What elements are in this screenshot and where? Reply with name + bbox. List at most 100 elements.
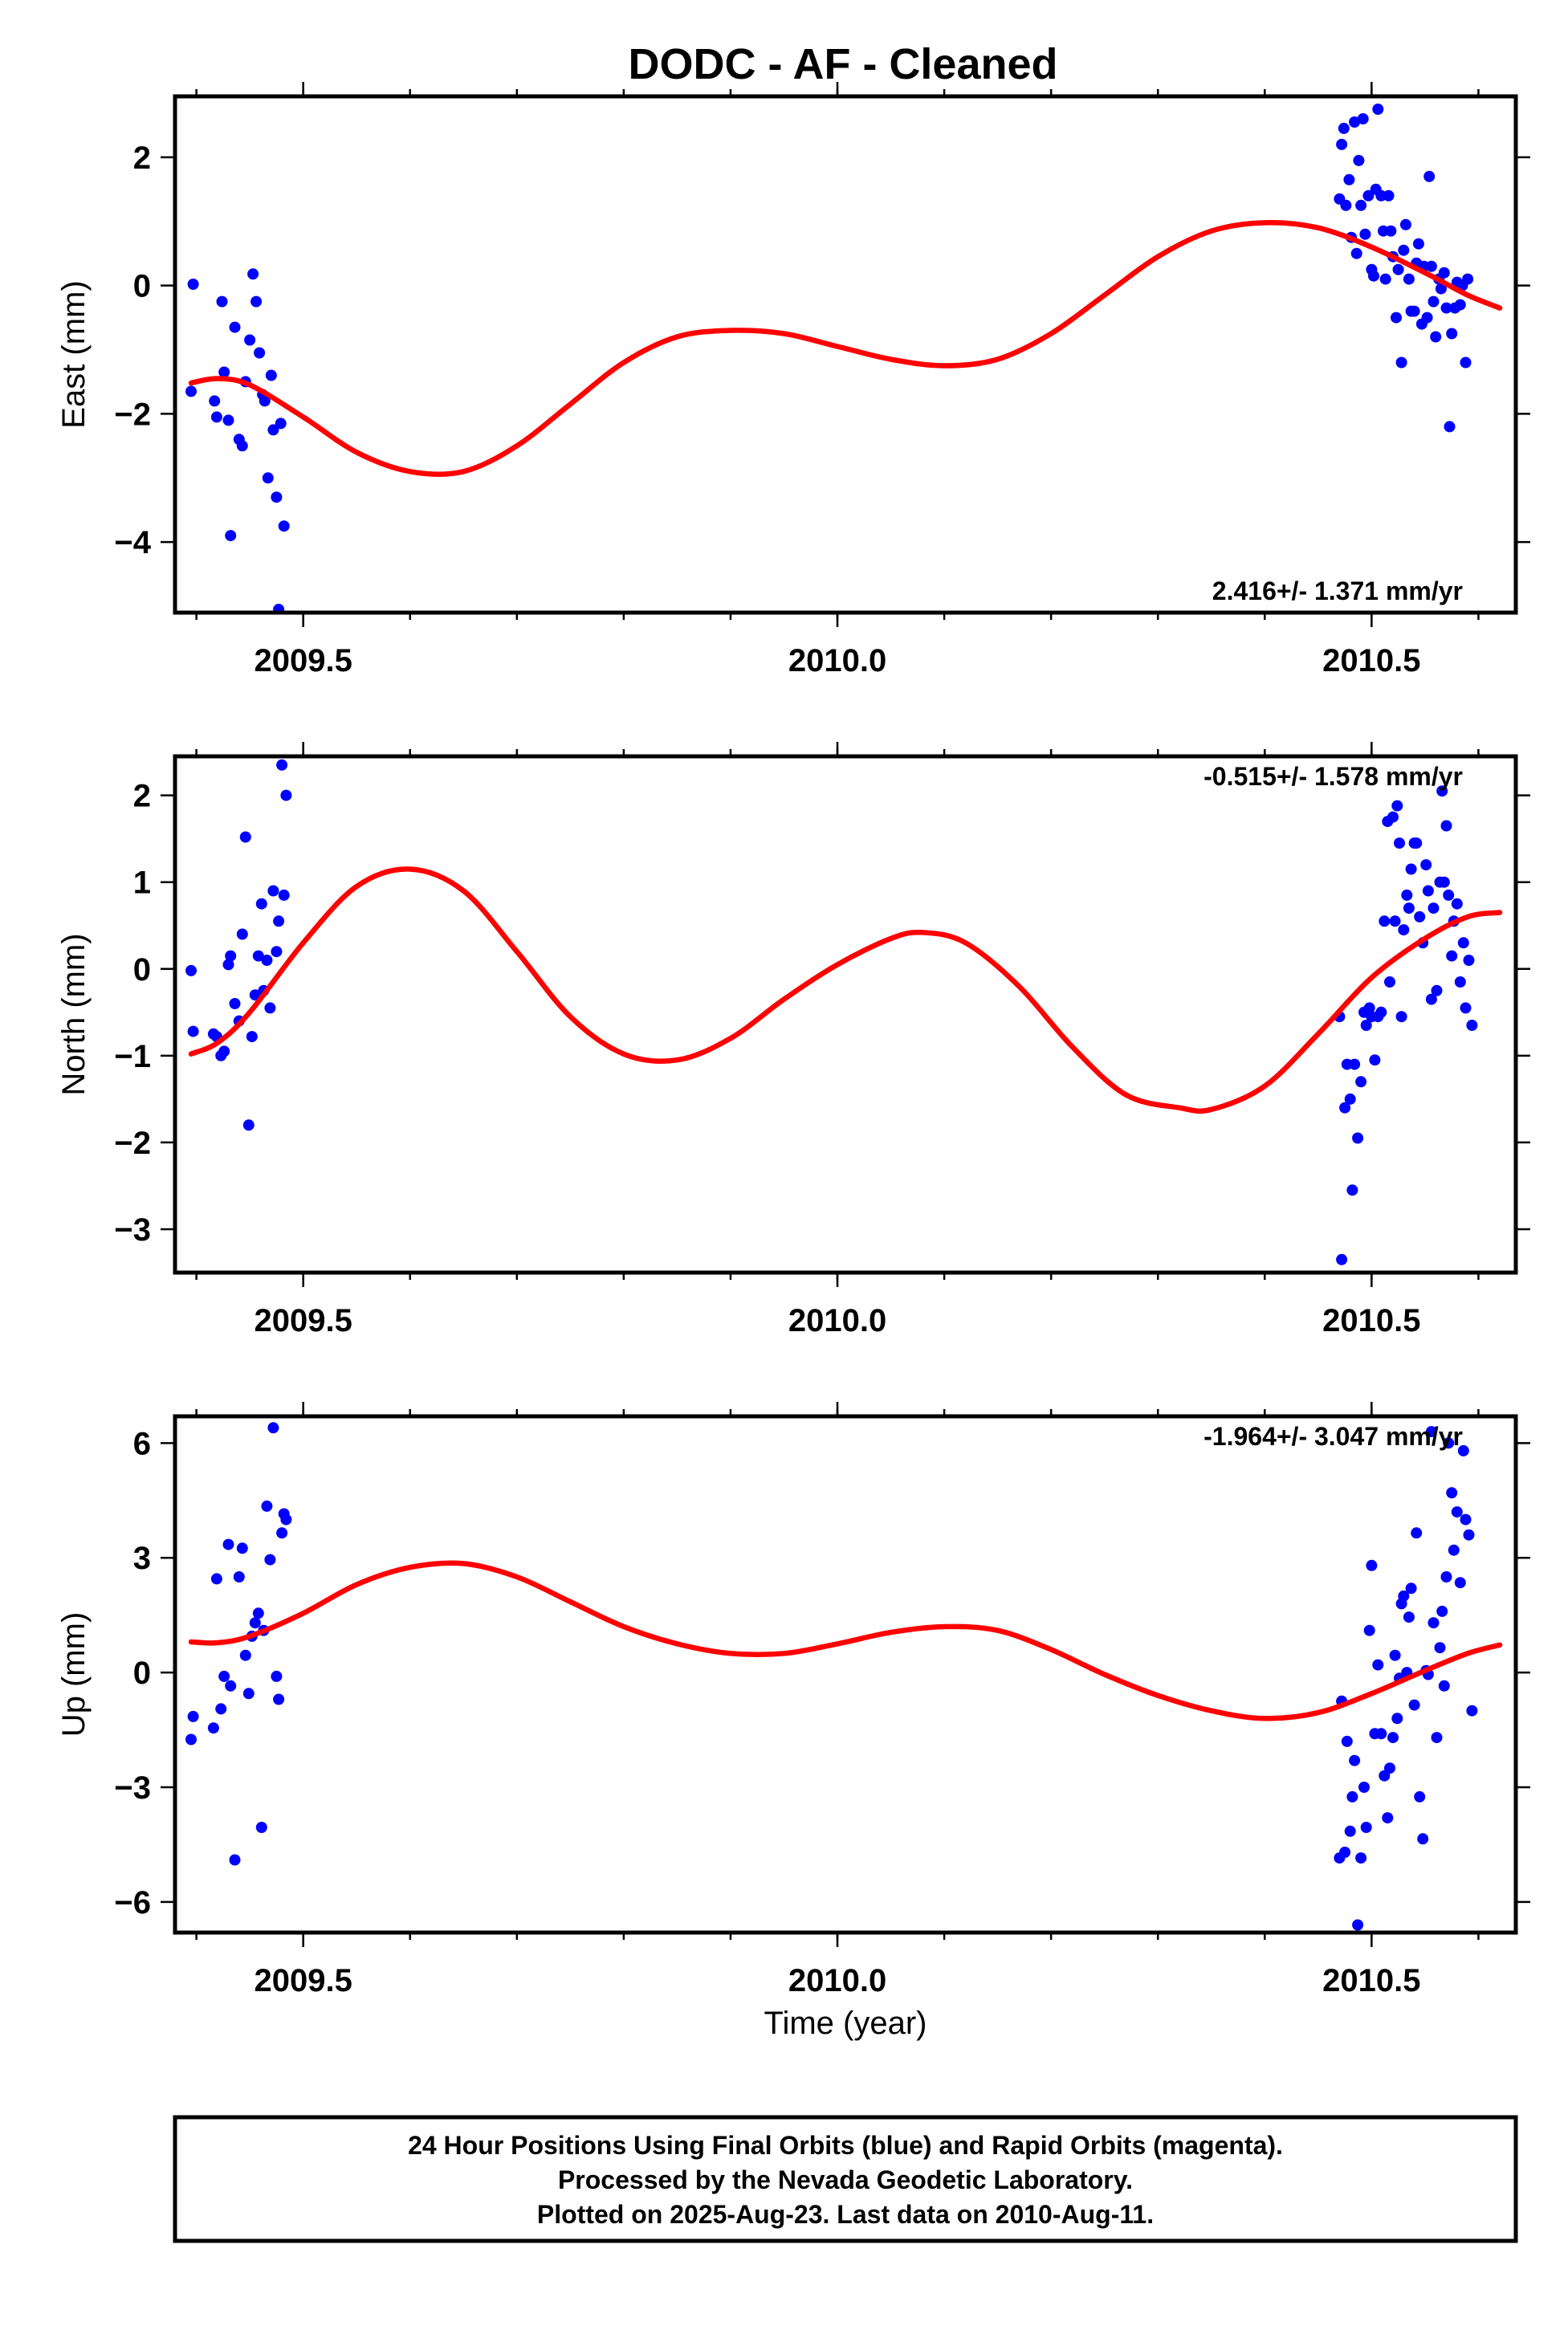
data-point [1362, 189, 1375, 202]
data-point [271, 1670, 283, 1682]
data-point [1438, 267, 1450, 279]
data-point [280, 789, 292, 801]
y-tick-label: 0 [133, 269, 151, 304]
up-frame [173, 1414, 1518, 1935]
data-point [1421, 312, 1433, 324]
data-point [1401, 889, 1413, 901]
data-point [1411, 837, 1423, 849]
data-point [1379, 915, 1391, 927]
data-point [1463, 1529, 1475, 1541]
data-point [1360, 1822, 1372, 1833]
data-point [1408, 305, 1420, 317]
data-point [1422, 885, 1434, 897]
x-tick-label: 2010.5 [1322, 1963, 1420, 1998]
data-point [1460, 1002, 1472, 1014]
data-point [1398, 924, 1410, 936]
data-point [1360, 1020, 1372, 1031]
data-point [1427, 902, 1440, 914]
data-point [254, 347, 266, 359]
data-point [261, 955, 273, 966]
chart-title: DODC - AF - Cleaned [628, 40, 1057, 88]
data-point [1349, 1058, 1361, 1070]
data-point [1336, 138, 1348, 150]
data-point [1448, 1544, 1460, 1556]
data-point [1346, 1790, 1358, 1802]
data-point [1425, 1426, 1437, 1438]
data-point [1466, 1705, 1478, 1717]
data-point [242, 1119, 255, 1131]
x-tick-label: 2010.0 [788, 1303, 886, 1338]
data-point [185, 964, 197, 976]
data-point [267, 424, 279, 436]
data-point [1403, 902, 1415, 914]
data-point [280, 1513, 292, 1525]
data-point [1451, 1506, 1463, 1518]
east-fit-curve [188, 220, 1503, 478]
data-point [229, 998, 241, 1009]
data-point [1417, 1833, 1429, 1845]
data-point [1391, 1713, 1403, 1725]
data-point [1414, 1790, 1426, 1802]
data-point [1350, 247, 1362, 259]
data-point [249, 1617, 261, 1629]
data-point [1363, 1624, 1375, 1636]
up-rate-label: -1.964+/- 3.047 mm/yr [1203, 1422, 1463, 1451]
data-point [218, 1670, 230, 1682]
data-point [278, 520, 290, 532]
data-point [1385, 225, 1397, 237]
data-point [1387, 811, 1399, 823]
data-point [1427, 295, 1440, 308]
up-y-axis-label: Up (mm) [56, 1612, 92, 1737]
data-point [1460, 356, 1472, 369]
data-point [210, 411, 222, 423]
data-point [1436, 1605, 1448, 1617]
data-point [1346, 1184, 1358, 1196]
data-point [1457, 1444, 1469, 1456]
data-point [1462, 273, 1474, 285]
data-point [1384, 976, 1395, 988]
data-point [1358, 1782, 1370, 1793]
data-point [1446, 328, 1458, 340]
data-point [276, 1527, 288, 1539]
data-point [246, 1031, 258, 1043]
data-point [1425, 993, 1437, 1005]
data-point [264, 1554, 276, 1566]
data-point [1372, 1659, 1384, 1671]
y-tick-label: 3 [133, 1541, 151, 1576]
north-frame [173, 754, 1518, 1275]
north-y-axis-label: North (mm) [56, 933, 92, 1095]
north-plot-area [185, 759, 1503, 1265]
data-point [1420, 859, 1432, 871]
data-point [222, 959, 234, 971]
data-point [1398, 1590, 1410, 1602]
data-point [187, 1710, 199, 1722]
data-point [255, 898, 267, 910]
data-point [1435, 283, 1447, 295]
data-point [265, 369, 277, 381]
data-point [1454, 1577, 1466, 1589]
data-point [1411, 1527, 1423, 1539]
data-point [187, 1025, 199, 1037]
north-fit-curve [188, 866, 1503, 1114]
data-point [1446, 950, 1458, 962]
data-point [229, 321, 241, 333]
data-point [1339, 1847, 1351, 1858]
data-point [1460, 1513, 1472, 1525]
data-point [216, 295, 228, 308]
data-point [252, 1607, 264, 1619]
data-point [187, 279, 199, 290]
data-point [210, 1573, 222, 1585]
data-point [1431, 1732, 1443, 1744]
data-point [1349, 1754, 1361, 1766]
footer-frame [173, 2115, 1518, 2243]
data-point [1436, 785, 1448, 797]
data-point [1440, 302, 1452, 314]
data-point [1398, 244, 1410, 256]
up-plot-area [185, 1422, 1503, 1931]
data-point [249, 989, 261, 1001]
data-point [261, 1500, 273, 1512]
data-point [225, 950, 237, 962]
up-fit-curve [188, 1560, 1503, 1721]
data-point [1466, 1020, 1478, 1031]
data-point [1454, 976, 1466, 988]
